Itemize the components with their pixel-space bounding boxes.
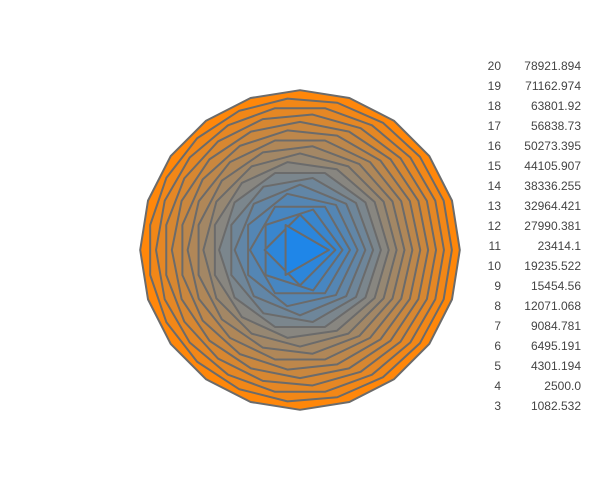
- legend-sides-label: 18: [487, 99, 501, 113]
- legend-area-label: 12071.068: [524, 299, 581, 313]
- legend-sides-label: 16: [487, 139, 501, 153]
- legend-row: 9 15454.56: [474, 276, 594, 296]
- legend-sides-label: 12: [487, 219, 501, 233]
- legend-row: 4 2500.0: [474, 376, 594, 396]
- legend-row: 13 32964.421: [474, 196, 594, 216]
- legend-area-label: 4301.194: [530, 359, 581, 373]
- legend-area-label: 56838.73: [530, 119, 581, 133]
- legend-sides-label: 10: [487, 259, 501, 273]
- legend-row: 6 6495.191: [474, 336, 594, 356]
- legend-area-label: 32964.421: [524, 199, 581, 213]
- legend-row: 20 78921.894: [474, 56, 594, 76]
- legend-sides-label: 6: [494, 339, 501, 353]
- legend-area-label: 19235.522: [524, 259, 581, 273]
- legend-sides-label: 13: [487, 199, 501, 213]
- legend-sides-label: 17: [487, 119, 501, 133]
- legend-area-label: 6495.191: [530, 339, 581, 353]
- legend-row: 15 44105.907: [474, 156, 594, 176]
- legend-row: 17 56838.73: [474, 116, 594, 136]
- legend-row: 8 12071.068: [474, 296, 594, 316]
- legend-sides-label: 9: [494, 279, 501, 293]
- legend-row: 5 4301.194: [474, 356, 594, 376]
- polygon-shapes: [139, 89, 461, 411]
- legend-row: 7 9084.781: [474, 316, 594, 336]
- legend-sides-label: 4: [494, 379, 501, 393]
- legend-area-label: 78921.894: [524, 59, 581, 73]
- legend-row: 14 38336.255: [474, 176, 594, 196]
- legend-area-label: 63801.92: [530, 99, 581, 113]
- legend-sides-label: 8: [494, 299, 501, 313]
- legend-row: 11 23414.1: [474, 236, 594, 256]
- legend-row: 12 27990.381: [474, 216, 594, 236]
- legend-area-label: 9084.781: [530, 319, 581, 333]
- legend-area-label: 2500.0: [544, 379, 581, 393]
- legend-sides-label: 7: [494, 319, 501, 333]
- legend-area-label: 1082.532: [530, 399, 581, 413]
- legend-row: 19 71162.974: [474, 76, 594, 96]
- legend-row: 18 63801.92: [474, 96, 594, 116]
- legend-sides-label: 3: [494, 399, 501, 413]
- legend-area-label: 50273.395: [524, 139, 581, 153]
- area-legend: 20 78921.894 19 71162.974 18 63801.92 17 56838.…: [474, 56, 594, 416]
- legend-row: 3 1082.532: [474, 396, 594, 416]
- legend-area-label: 15454.56: [530, 279, 581, 293]
- legend-area-label: 71162.974: [525, 79, 581, 93]
- legend-area-label: 23414.1: [537, 239, 581, 253]
- polygon-3-sides: [284, 224, 330, 276]
- legend-area-label: 27990.381: [524, 219, 581, 233]
- legend-sides-label: 15: [487, 159, 501, 173]
- legend-sides-label: 20: [487, 59, 501, 73]
- legend-sides-label: 19: [487, 79, 501, 93]
- legend-area-label: 44105.907: [524, 159, 581, 173]
- legend-area-label: 38336.255: [524, 179, 581, 193]
- legend-sides-label: 14: [487, 179, 501, 193]
- legend-sides-label: 5: [494, 359, 501, 373]
- legend-row: 10 19235.522: [474, 256, 594, 276]
- legend-sides-label: 11: [488, 239, 501, 253]
- legend-row: 16 50273.395: [474, 136, 594, 156]
